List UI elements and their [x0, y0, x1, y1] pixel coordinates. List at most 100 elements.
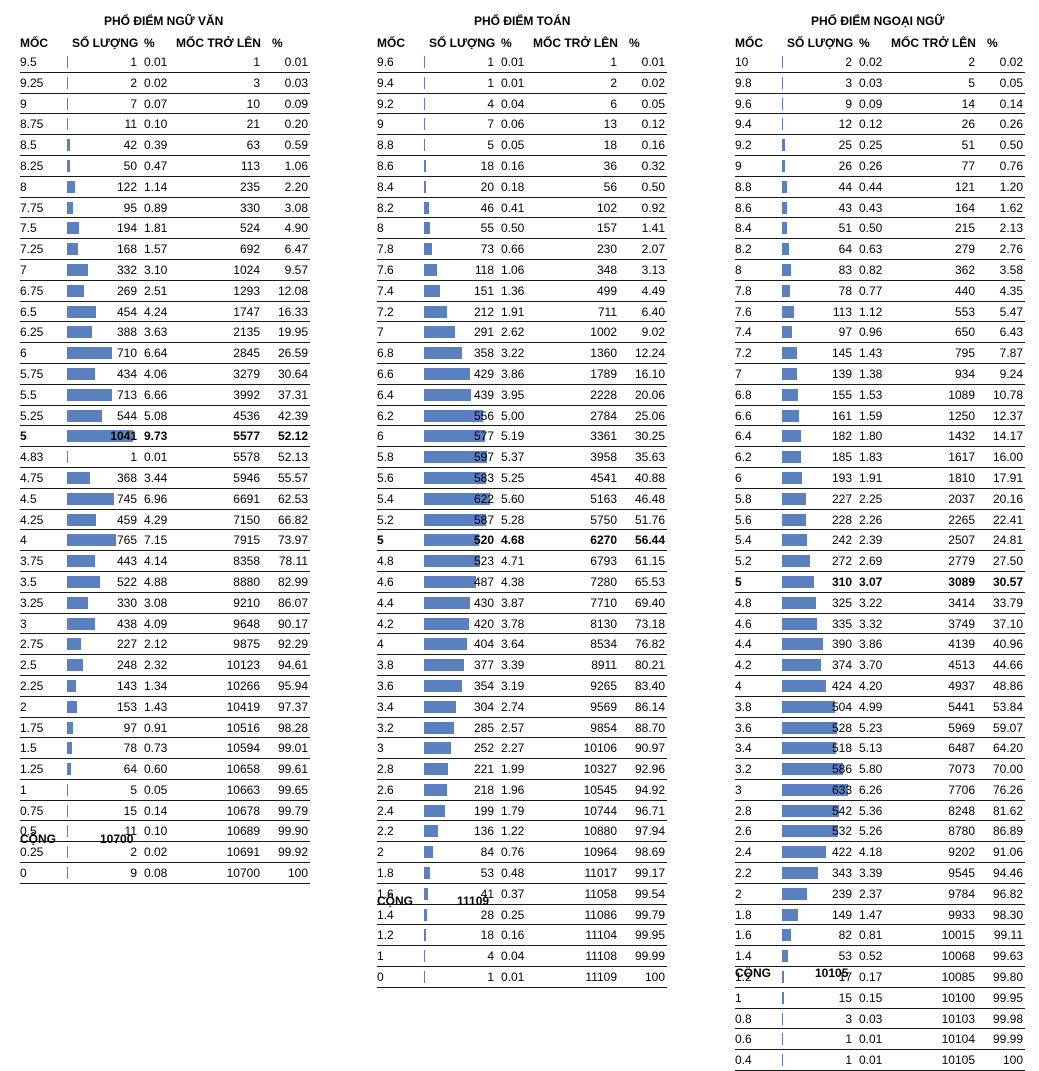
- cell-so-luong: 227: [116, 637, 137, 652]
- total-value: 10105: [815, 966, 849, 980]
- cell-moc-tro-len: 21: [246, 117, 260, 132]
- cell-moc-tro-len: 5577: [233, 429, 260, 444]
- table-row: 7 291 2.62 1002 9.02: [377, 322, 667, 344]
- cell-moc: 4.25: [20, 512, 44, 527]
- cell-pct-cumulative: 94.46: [992, 866, 1023, 881]
- count-bar: [67, 139, 70, 152]
- table-row: 5.5 713 6.66 3992 37.31: [20, 385, 310, 406]
- table-row: 9.8 3 0.03 5 0.05: [735, 73, 1025, 94]
- table-row: 9.6 9 0.09 14 0.14: [735, 94, 1025, 115]
- cell-so-luong: 28: [480, 907, 494, 922]
- cell-pct-cumulative: 96.71: [634, 803, 665, 818]
- cell-pct: 1.53: [859, 387, 883, 402]
- cell-pct-cumulative: 64.20: [992, 741, 1023, 756]
- cell-pct-cumulative: 40.88: [634, 470, 665, 485]
- cell-moc: 9.4: [735, 117, 752, 132]
- cell-so-luong: 586: [831, 762, 852, 777]
- count-bar: [782, 617, 817, 630]
- cell-moc: 8.75: [20, 117, 44, 132]
- table-row: 6 577 5.19 3361 30.25: [377, 426, 667, 448]
- cell-pct: 3.87: [501, 595, 525, 610]
- table-row: 5 520 4.68 6270 56.44: [377, 530, 667, 552]
- cell-pct: 0.09: [859, 96, 883, 111]
- cell-pct: 1.99: [501, 762, 525, 777]
- cell-pct: 3.86: [859, 637, 883, 652]
- cell-so-luong: 1: [487, 75, 494, 90]
- cell-pct: 0.41: [501, 200, 525, 215]
- cell-pct-cumulative: 0.01: [641, 55, 665, 69]
- count-bar: [67, 243, 78, 256]
- cell-moc: 4.8: [377, 554, 394, 569]
- cell-pct: 0.03: [859, 75, 883, 90]
- cell-moc-tro-len: 8911: [591, 658, 617, 673]
- cell-so-luong: 430: [473, 595, 494, 610]
- cell-moc-tro-len: 4937: [948, 678, 975, 693]
- cell-moc: 9.6: [377, 55, 394, 69]
- table-row: 9 7 0.06 13 0.12: [377, 114, 667, 136]
- cell-pct: 3.19: [501, 678, 525, 693]
- cell-pct: 0.91: [144, 720, 168, 735]
- count-bar: [782, 180, 787, 193]
- table-row: 7.6 113 1.12 553 5.47: [735, 302, 1025, 323]
- cell-pct-cumulative: 99.01: [277, 741, 308, 756]
- cell-pct: 4.71: [501, 554, 525, 569]
- cell-so-luong: 82: [838, 928, 852, 943]
- count-bar: [782, 513, 806, 526]
- count-bar: [424, 243, 432, 256]
- cell-pct-cumulative: 0.09: [284, 96, 308, 111]
- cell-pct: 1.43: [144, 699, 168, 714]
- cell-so-luong: 325: [831, 595, 852, 610]
- cell-moc: 5.75: [20, 366, 44, 381]
- table-row: 8.4 51 0.50 215 2.13: [735, 218, 1025, 240]
- cell-so-luong: 7: [130, 96, 137, 111]
- cell-so-luong: 710: [116, 346, 137, 361]
- count-bar: [424, 492, 490, 505]
- cell-so-luong: 97: [838, 325, 852, 340]
- cell-moc: 1: [377, 949, 384, 964]
- cell-pct: 5.23: [859, 720, 883, 735]
- count-bar: [424, 222, 430, 235]
- cell-pct: 5.26: [859, 824, 883, 839]
- cell-so-luong: 118: [474, 262, 494, 277]
- cell-pct: 1.59: [859, 408, 883, 423]
- cell-pct: 4.68: [501, 533, 525, 548]
- cell-so-luong: 4: [487, 949, 494, 964]
- cell-pct: 1.47: [859, 907, 883, 922]
- count-bar: [67, 825, 68, 838]
- count-bar: [67, 617, 95, 630]
- count-bar: [782, 243, 789, 256]
- cell-pct: 0.26: [859, 158, 883, 173]
- table-row: 0 1 0.01 11109 100: [377, 967, 667, 988]
- cell-so-luong: 97: [123, 720, 137, 735]
- cell-moc-tro-len: 10744: [583, 803, 617, 818]
- cell-moc: 6.8: [735, 387, 752, 402]
- cell-moc: 6: [735, 470, 742, 485]
- cell-pct-cumulative: 99.65: [277, 782, 308, 797]
- cell-pct-cumulative: 37.31: [277, 387, 308, 402]
- cell-moc: 5.6: [377, 470, 394, 485]
- cell-moc: 0: [20, 866, 27, 881]
- cell-pct-cumulative: 0.92: [641, 200, 665, 215]
- cell-pct: 1.34: [144, 678, 168, 693]
- count-bar: [424, 139, 425, 152]
- count-bar: [782, 1054, 783, 1067]
- cell-so-luong: 1: [845, 1032, 852, 1047]
- cell-pct: 2.25: [859, 491, 883, 506]
- cell-so-luong: 459: [116, 512, 137, 527]
- cell-moc-tro-len: 11108: [585, 949, 617, 964]
- cell-pct: 0.52: [859, 949, 883, 964]
- cell-pct: 1.91: [501, 304, 525, 319]
- header-moc-tro-len: MỐC TRỞ LÊN: [891, 36, 976, 50]
- cell-pct-cumulative: 52.12: [277, 429, 308, 444]
- total-label: CỘNG: [735, 966, 771, 980]
- panel-title: PHỔ ĐIỂM NGỮ VĂN: [104, 14, 224, 28]
- cell-moc: 3: [735, 782, 742, 797]
- cell-pct: 0.06: [501, 117, 525, 132]
- cell-moc-tro-len: 1360: [590, 346, 617, 361]
- table-row: 1.6 82 0.81 10015 99.11: [735, 925, 1025, 947]
- cell-so-luong: 330: [116, 595, 137, 610]
- cell-moc-tro-len: 9875: [233, 637, 260, 652]
- cell-moc-tro-len: 3749: [948, 616, 975, 631]
- table-row: 4.83 1 0.01 5578 52.13: [20, 447, 310, 468]
- cell-moc: 8: [20, 179, 27, 194]
